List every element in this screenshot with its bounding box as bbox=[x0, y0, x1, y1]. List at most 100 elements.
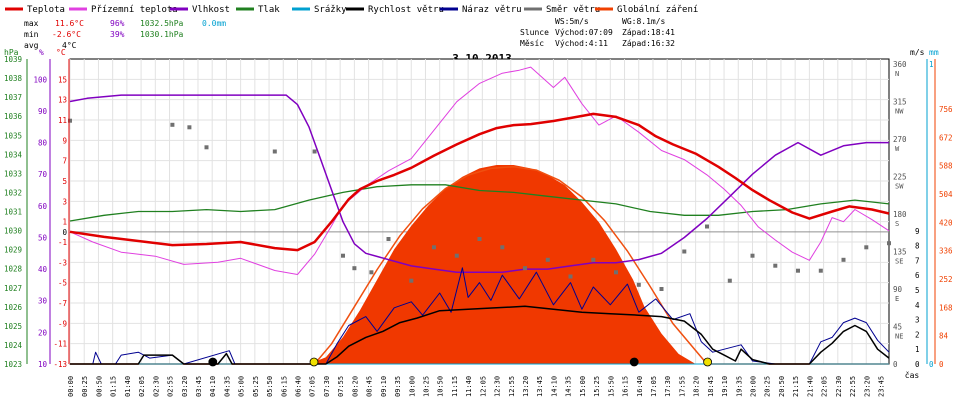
tick-time: 20:50 bbox=[778, 376, 786, 397]
tick-wind-speed: 6 bbox=[915, 271, 920, 280]
tick-time: 17:55 bbox=[678, 376, 686, 397]
wind-direction-point bbox=[386, 237, 391, 241]
legend-label-0: Teplota bbox=[27, 5, 65, 15]
tick-temperature: 9 bbox=[62, 136, 67, 145]
wind-direction-point bbox=[312, 149, 317, 154]
tick-wind-direction: 135 bbox=[893, 248, 907, 257]
tick-pressure: 1030 bbox=[4, 227, 23, 236]
tick-temperature: 3 bbox=[62, 197, 67, 206]
tick-temperature: -9 bbox=[58, 319, 67, 328]
legend-label-4: Srážky bbox=[314, 5, 347, 15]
tick-humidity: 100 bbox=[33, 75, 47, 84]
tick-wind-direction-letter: SE bbox=[895, 258, 903, 266]
summary-max-rain: 0.0mm bbox=[202, 19, 226, 28]
tick-time: 12:30 bbox=[494, 376, 502, 397]
wind-direction-point bbox=[454, 253, 459, 258]
tick-time: 22:55 bbox=[849, 376, 857, 397]
tick-time: 10:00 bbox=[408, 376, 416, 397]
summary-sun-rise: Východ:07:09 bbox=[555, 28, 613, 37]
tick-pressure: 1039 bbox=[4, 55, 22, 64]
moonrise-marker bbox=[208, 357, 218, 367]
tick-radiation: 84 bbox=[939, 332, 949, 341]
wind-direction-point bbox=[705, 224, 709, 229]
tick-temperature: -3 bbox=[58, 258, 67, 267]
tick-time: 11:40 bbox=[465, 376, 473, 397]
tick-wind-direction: 180 bbox=[893, 210, 907, 219]
tick-humidity: 40 bbox=[38, 265, 48, 274]
tick-humidity: 10 bbox=[38, 360, 48, 369]
wind-direction-point bbox=[818, 268, 823, 273]
wind-direction-point bbox=[545, 257, 550, 262]
tick-time: 19:35 bbox=[735, 376, 743, 397]
tick-time: 21:15 bbox=[792, 376, 800, 397]
axis-pressure-title: hPa bbox=[4, 48, 19, 57]
tick-rain: 0 bbox=[929, 360, 934, 369]
tick-time: 07:05 bbox=[309, 376, 317, 397]
tick-humidity: 90 bbox=[38, 107, 48, 116]
tick-temperature-zero: 0 bbox=[62, 228, 67, 237]
axis-humidity-title: % bbox=[39, 48, 44, 57]
tick-wind-speed: 8 bbox=[915, 242, 920, 251]
tick-time: 16:40 bbox=[636, 376, 644, 397]
wind-direction-point bbox=[204, 145, 209, 150]
tick-time: 00:25 bbox=[81, 376, 89, 397]
summary-moon-set: Západ:16:32 bbox=[622, 39, 675, 48]
wind-direction-point bbox=[636, 282, 641, 287]
tick-wind-direction-letter: S bbox=[895, 220, 899, 228]
tick-wind-speed: 4 bbox=[915, 301, 920, 310]
tick-wind-direction: 225 bbox=[893, 173, 907, 182]
tick-time: 03:20 bbox=[181, 376, 189, 397]
legend-label-7: Směr větru bbox=[546, 5, 600, 15]
tick-temperature: -5 bbox=[58, 279, 67, 288]
tick-pressure: 1028 bbox=[4, 265, 23, 274]
summary-min-press: 1030.1hPa bbox=[140, 30, 184, 39]
tick-humidity: 60 bbox=[38, 202, 48, 211]
tick-radiation: 168 bbox=[939, 303, 953, 312]
tick-time: 20:25 bbox=[764, 376, 772, 397]
series-pressure bbox=[69, 184, 890, 222]
wind-direction-point bbox=[796, 268, 800, 273]
tick-time: 04:10 bbox=[209, 376, 217, 397]
tick-time: 17:05 bbox=[650, 376, 658, 397]
legend-label-5: Rychlost větru bbox=[368, 5, 444, 15]
tick-time: 07:55 bbox=[337, 376, 345, 397]
summary-min-hum: 39% bbox=[110, 30, 125, 39]
wind-direction-point bbox=[341, 253, 345, 258]
tick-time: 06:15 bbox=[280, 376, 288, 397]
tick-time: 10:50 bbox=[437, 376, 445, 397]
tick-time: 21:40 bbox=[806, 376, 814, 397]
wind-direction-point bbox=[591, 257, 596, 262]
tick-temperature: -13 bbox=[53, 360, 67, 369]
tick-time: 04:35 bbox=[223, 376, 231, 397]
wind-direction-point bbox=[477, 237, 482, 241]
summary-moon-rise: Východ:4:11 bbox=[555, 39, 608, 48]
tick-time: 11:15 bbox=[451, 376, 459, 397]
series-wind-speed bbox=[70, 305, 890, 365]
tick-time: 13:45 bbox=[536, 376, 544, 397]
tick-time: 05:00 bbox=[238, 376, 246, 397]
summary-moon-label: Měsíc bbox=[520, 39, 544, 48]
tick-humidity: 30 bbox=[38, 297, 48, 306]
tick-temperature: 5 bbox=[62, 177, 67, 186]
tick-wind-direction: 360 bbox=[893, 60, 907, 69]
tick-pressure: 1034 bbox=[4, 150, 23, 159]
summary-max-hum: 96% bbox=[110, 19, 125, 28]
wind-direction-point bbox=[659, 287, 664, 291]
tick-pressure: 1026 bbox=[4, 303, 23, 312]
tick-time: 15:50 bbox=[607, 376, 615, 397]
tick-time: 18:45 bbox=[707, 376, 715, 397]
tick-time: 19:10 bbox=[721, 376, 729, 397]
tick-time: 20:00 bbox=[750, 376, 758, 397]
tick-time: 05:25 bbox=[252, 376, 260, 397]
tick-wind-direction-letter: E bbox=[895, 295, 899, 303]
legend-label-2: Vlhkost bbox=[192, 5, 230, 15]
wind-direction-point bbox=[682, 249, 687, 254]
summary-wg: WG:8.1m/s bbox=[622, 17, 666, 26]
tick-pressure: 1032 bbox=[4, 188, 22, 197]
series-temperature bbox=[69, 112, 890, 252]
tick-time: 07:30 bbox=[323, 376, 331, 397]
tick-radiation: 756 bbox=[939, 105, 953, 114]
tick-pressure: 1027 bbox=[4, 284, 22, 293]
tick-temperature: 11 bbox=[58, 116, 67, 125]
axis-wind-title: m/s bbox=[910, 48, 925, 57]
